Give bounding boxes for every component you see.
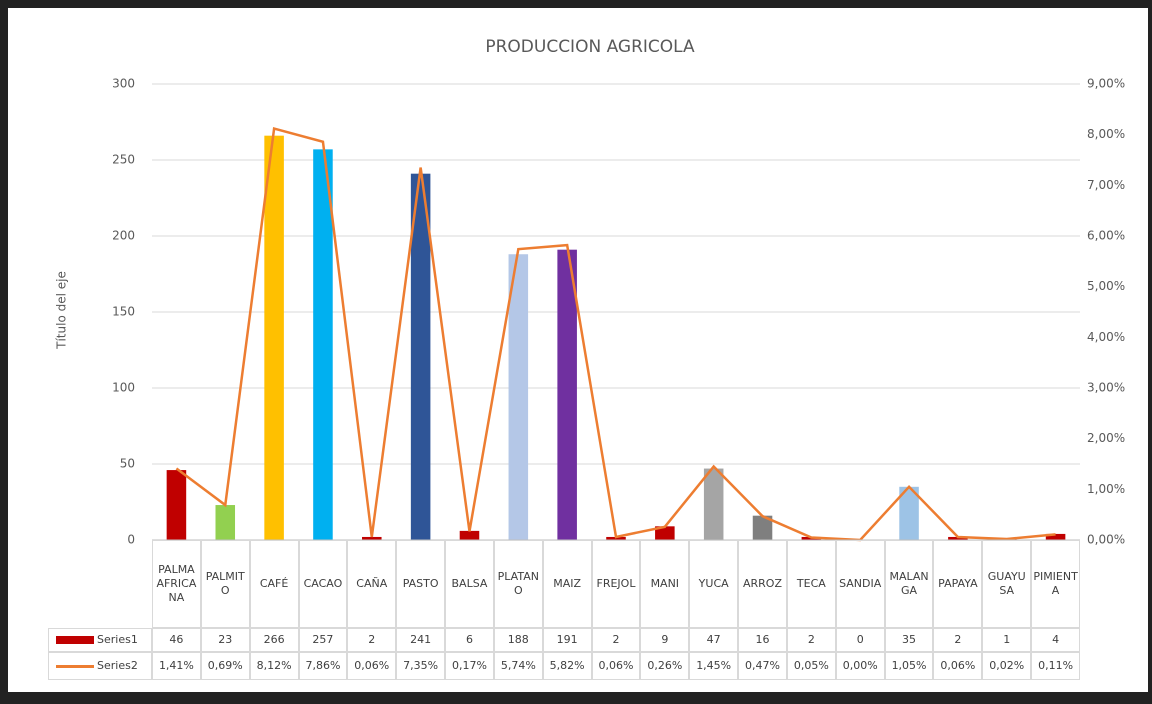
y2-tick-label: 6,00% [1087, 229, 1125, 243]
y-tick-label: 100 [112, 381, 135, 395]
bar [704, 469, 724, 540]
table-value: 5,74% [494, 652, 543, 680]
table-value: 2 [592, 628, 641, 652]
bar [264, 136, 284, 540]
y-tick-label: 150 [112, 305, 135, 319]
legend-key [56, 636, 94, 644]
bar [460, 531, 480, 540]
y2-tick-label: 0,00% [1087, 533, 1125, 547]
legend-key [56, 665, 94, 668]
legend-entry: Series1 [48, 628, 152, 652]
table-value: 0,05% [787, 652, 836, 680]
x-tick-label: PALMITO [201, 540, 250, 628]
bar [215, 505, 235, 540]
table-value: 4 [1031, 628, 1080, 652]
table-value: 35 [885, 628, 934, 652]
y2-tick-label: 1,00% [1087, 482, 1125, 496]
chart-title: PRODUCCION AGRICOLA [485, 37, 695, 57]
y2-tick-label: 9,00% [1087, 77, 1125, 91]
table-value: 2 [933, 628, 982, 652]
table-value: 5,82% [543, 652, 592, 680]
table-value: 2 [347, 628, 396, 652]
x-tick-label: CAFÉ [250, 540, 299, 628]
y-tick-label: 50 [120, 457, 135, 471]
table-value: 0,02% [982, 652, 1031, 680]
y2-tick-label: 4,00% [1087, 330, 1125, 344]
table-value: 191 [543, 628, 592, 652]
table-value: 0,06% [347, 652, 396, 680]
x-tick-label: CACAO [299, 540, 348, 628]
table-value: 0,06% [592, 652, 641, 680]
x-tick-label: PASTO [396, 540, 445, 628]
table-value: 266 [250, 628, 299, 652]
table-value: 1 [982, 628, 1031, 652]
table-value: 7,35% [396, 652, 445, 680]
bar [509, 254, 529, 540]
table-value: 7,86% [299, 652, 348, 680]
table-value: 0,47% [738, 652, 787, 680]
bar [313, 149, 333, 540]
y2-tick-label: 2,00% [1087, 431, 1125, 445]
bar [167, 470, 187, 540]
x-tick-label: MAIZ [543, 540, 592, 628]
table-value: 0,06% [933, 652, 982, 680]
x-tick-label: PALMA AFRICANA [152, 540, 201, 628]
table-value: 0,26% [640, 652, 689, 680]
x-tick-label: BALSA [445, 540, 494, 628]
table-value: 9 [640, 628, 689, 652]
x-tick-label: GUAYUSA [982, 540, 1031, 628]
table-value: 23 [201, 628, 250, 652]
legend-label: Series1 [97, 633, 138, 647]
y-tick-label: 300 [112, 77, 135, 91]
y2-tick-label: 7,00% [1087, 178, 1125, 192]
table-value: 241 [396, 628, 445, 652]
table-value: 257 [299, 628, 348, 652]
x-tick-label: MALANGA [885, 540, 934, 628]
table-value: 47 [689, 628, 738, 652]
table-value: 0,17% [445, 652, 494, 680]
legend-entry: Series2 [48, 652, 152, 680]
table-value: 16 [738, 628, 787, 652]
x-tick-label: FREJOL [592, 540, 641, 628]
y-tick-label: 200 [112, 229, 135, 243]
y2-tick-label: 8,00% [1087, 127, 1125, 141]
table-value: 1,41% [152, 652, 201, 680]
y-axis-title: Título del eje [55, 271, 69, 350]
table-value: 0,69% [201, 652, 250, 680]
x-tick-label: PLATANO [494, 540, 543, 628]
table-value: 0,00% [836, 652, 885, 680]
table-value: 8,12% [250, 652, 299, 680]
x-tick-label: PAPAYA [933, 540, 982, 628]
x-tick-label: CAÑA [347, 540, 396, 628]
y2-tick-label: 5,00% [1087, 279, 1125, 293]
table-value: 2 [787, 628, 836, 652]
x-tick-label: PIMIENTA [1031, 540, 1080, 628]
y2-tick-label: 3,00% [1087, 381, 1125, 395]
table-value: 1,45% [689, 652, 738, 680]
x-tick-label: TECA [787, 540, 836, 628]
table-value: 0 [836, 628, 885, 652]
x-tick-label: SANDIA [836, 540, 885, 628]
table-value: 6 [445, 628, 494, 652]
x-tick-label: ARROZ [738, 540, 787, 628]
legend-label: Series2 [97, 659, 138, 673]
table-value: 0,11% [1031, 652, 1080, 680]
table-value: 46 [152, 628, 201, 652]
x-tick-label: YUCA [689, 540, 738, 628]
table-value: 1,05% [885, 652, 934, 680]
y-tick-label: 0 [127, 533, 135, 547]
page: PRODUCCION AGRICOLA Título del eje 05010… [0, 0, 1152, 704]
y-tick-label: 250 [112, 153, 135, 167]
table-value: 188 [494, 628, 543, 652]
x-tick-label: MANI [640, 540, 689, 628]
